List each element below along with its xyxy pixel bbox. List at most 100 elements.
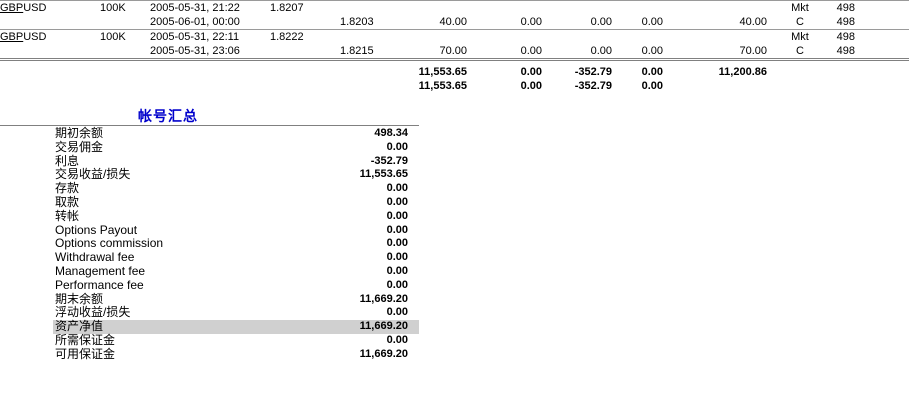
summary-row: 存款 0.00 xyxy=(53,181,419,196)
summary-row: Management fee 0.00 xyxy=(53,263,419,279)
summary-row: Options Payout 0.00 xyxy=(53,222,419,238)
summary-label: Withdrawal fee xyxy=(55,250,135,265)
summary-label: 期末余额 xyxy=(55,291,104,306)
cell-gross-pl: 40.00 xyxy=(410,15,467,30)
cell-open-ref: 498 xyxy=(836,2,855,14)
summary-value: 0.00 xyxy=(386,306,408,319)
summary-row: 利息 -352.79 xyxy=(53,153,419,169)
summary-label: 所需保证金 xyxy=(55,332,116,347)
symbol-rest: USD xyxy=(23,2,47,14)
summary-label: 交易收益/损失 xyxy=(55,167,131,182)
cell-net-pl: 40.00 xyxy=(663,15,767,30)
cell-gross-pl: 70.00 xyxy=(410,44,467,61)
summary-row: 浮动收益/损失 0.00 xyxy=(53,306,419,320)
total-gross-pl: 11,553.65 xyxy=(418,80,467,92)
account-summary-title: 帐号汇总 xyxy=(138,108,198,124)
summary-label: 浮动收益/损失 xyxy=(55,305,131,320)
summary-value: 0.00 xyxy=(386,140,408,153)
cell-amount: 100K xyxy=(100,2,126,14)
summary-label: 交易佣金 xyxy=(55,139,104,154)
cell-close-price: 1.8203 xyxy=(340,15,410,30)
summary-value: 0.00 xyxy=(386,251,408,264)
trades-table: GBPUSD 100K 2005-05-31, 21:22 1.8207 Mkt… xyxy=(0,0,909,93)
summary-value: 0.00 xyxy=(386,237,408,250)
total-commission: 0.00 xyxy=(520,80,542,92)
summary-row: 转帐 0.00 xyxy=(53,208,419,224)
summary-divider xyxy=(0,125,419,127)
summary-row: 可用保证金 11,669.20 xyxy=(53,346,419,362)
summary-value: 11,669.20 xyxy=(359,292,408,305)
cell-close-type: C xyxy=(767,44,833,61)
summary-label: 取款 xyxy=(55,194,80,209)
summary-value: 0.00 xyxy=(386,195,408,208)
summary-value: 0.00 xyxy=(386,182,408,195)
total-net-pl: 11,200.86 xyxy=(718,66,767,78)
summary-value: 11,669.20 xyxy=(359,347,408,360)
summary-label: Options Payout xyxy=(55,222,138,237)
trade-row-open: GBPUSD 100K 2005-05-31, 22:11 1.8222 Mkt… xyxy=(0,30,909,45)
summary-label: 期初余额 xyxy=(55,126,104,140)
summary-row: 期初余额 498.34 xyxy=(53,126,419,141)
total-interest: -352.79 xyxy=(574,66,612,78)
summary-label: 可用保证金 xyxy=(55,346,116,361)
summary-value: 11,553.65 xyxy=(359,168,408,181)
cell-close-price: 1.8215 xyxy=(340,44,410,61)
summary-row: Performance fee 0.00 xyxy=(53,277,419,293)
summary-label: 转帐 xyxy=(55,208,80,223)
summary-value: 0.00 xyxy=(386,333,408,346)
summary-value: -352.79 xyxy=(370,154,408,167)
trade-row-close: 2005-06-01, 00:00 1.8203 40.00 0.00 0.00… xyxy=(0,15,909,30)
summary-value: 0.00 xyxy=(386,223,408,236)
cell-commission: 0.00 xyxy=(467,44,542,61)
symbol-link[interactable]: GBP xyxy=(0,31,24,43)
cell-close-type: C xyxy=(767,15,833,30)
cell-open-type: Mkt xyxy=(791,2,809,14)
summary-row-net-asset-value-highlighted: 资产净值 11,669.20 xyxy=(53,319,419,334)
summary-value: 498.34 xyxy=(374,127,408,139)
totals-row-2: 11,553.65 0.00 -352.79 0.00 xyxy=(0,79,909,93)
account-summary-list: 期初余额 498.34 交易佣金 0.00 利息 -352.79 交易收益/损失… xyxy=(53,126,419,362)
cell-close-time: 2005-06-01, 00:00 xyxy=(150,15,270,30)
summary-label: 资产净值 xyxy=(55,319,104,334)
trade-row-open: GBPUSD 100K 2005-05-31, 21:22 1.8207 Mkt… xyxy=(0,1,909,16)
summary-label: 存款 xyxy=(55,181,80,196)
total-fee: 0.00 xyxy=(641,66,663,78)
summary-row: 所需保证金 0.00 xyxy=(53,332,419,348)
cell-open-ref: 498 xyxy=(836,31,855,43)
summary-label: Performance fee xyxy=(55,277,144,292)
cell-net-pl: 70.00 xyxy=(663,44,767,61)
total-fee: 0.00 xyxy=(641,80,663,92)
cell-interest: 0.00 xyxy=(542,44,612,61)
summary-value: 11,669.20 xyxy=(359,320,408,333)
summary-value: 0.00 xyxy=(386,278,408,291)
cell-symbol: GBPUSD xyxy=(0,1,100,16)
cell-symbol: GBPUSD xyxy=(0,30,100,45)
cell-open-price: 1.8207 xyxy=(270,2,304,14)
summary-row: Withdrawal fee 0.00 xyxy=(53,250,419,265)
summary-row: 期末余额 11,669.20 xyxy=(53,291,419,307)
summary-value: 0.00 xyxy=(386,209,408,222)
cell-amount: 100K xyxy=(100,31,126,43)
summary-value: 0.00 xyxy=(386,264,408,277)
cell-open-price: 1.8222 xyxy=(270,31,304,43)
summary-row: 交易佣金 0.00 xyxy=(53,139,419,155)
total-commission: 0.00 xyxy=(520,66,542,78)
totals-row-1: 11,553.65 0.00 -352.79 0.00 11,200.86 xyxy=(0,60,909,80)
summary-label: Management fee xyxy=(55,263,146,278)
cell-close-time: 2005-05-31, 23:06 xyxy=(150,44,270,61)
summary-label: 利息 xyxy=(55,153,80,168)
cell-fee: 0.00 xyxy=(612,15,663,30)
summary-row: 取款 0.00 xyxy=(53,194,419,210)
cell-close-ref: 498 xyxy=(833,15,855,30)
symbol-link[interactable]: GBP xyxy=(0,2,24,14)
total-interest: -352.79 xyxy=(574,80,612,92)
cell-open-time: 2005-05-31, 22:11 xyxy=(150,31,240,43)
total-gross-pl: 11,553.65 xyxy=(418,66,467,78)
cell-close-ref: 498 xyxy=(833,44,855,61)
symbol-rest: USD xyxy=(23,31,47,43)
cell-commission: 0.00 xyxy=(467,15,542,30)
trade-row-close: 2005-05-31, 23:06 1.8215 70.00 0.00 0.00… xyxy=(0,44,909,61)
cell-open-type: Mkt xyxy=(791,31,809,43)
summary-row: 交易收益/损失 11,553.65 xyxy=(53,168,419,182)
